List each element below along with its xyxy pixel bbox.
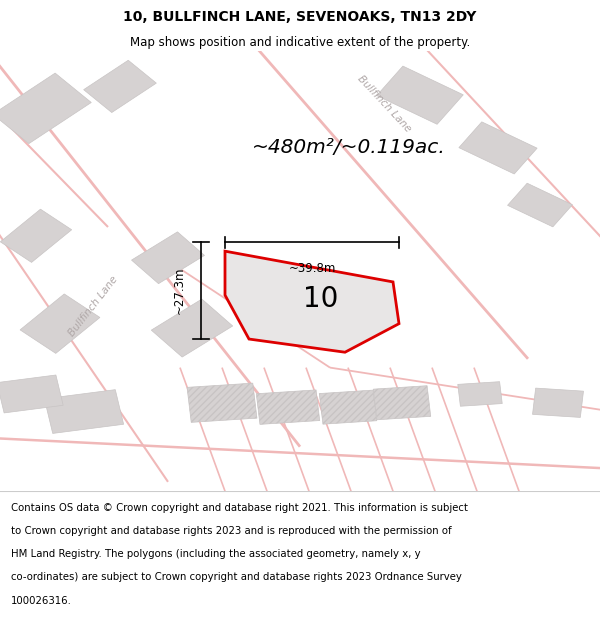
Polygon shape <box>459 122 537 174</box>
Polygon shape <box>187 383 257 423</box>
Text: ~480m²/~0.119ac.: ~480m²/~0.119ac. <box>252 138 446 158</box>
Polygon shape <box>319 390 377 424</box>
Polygon shape <box>508 183 572 227</box>
Polygon shape <box>151 299 233 357</box>
Polygon shape <box>20 294 100 353</box>
Polygon shape <box>1 209 71 262</box>
Polygon shape <box>458 382 502 406</box>
Polygon shape <box>131 232 205 284</box>
Polygon shape <box>533 388 583 418</box>
Polygon shape <box>83 60 157 112</box>
Polygon shape <box>225 251 399 352</box>
Text: to Crown copyright and database rights 2023 and is reproduced with the permissio: to Crown copyright and database rights 2… <box>11 526 451 536</box>
Text: 10, BULLFINCH LANE, SEVENOAKS, TN13 2DY: 10, BULLFINCH LANE, SEVENOAKS, TN13 2DY <box>124 10 476 24</box>
Polygon shape <box>256 390 320 424</box>
Text: HM Land Registry. The polygons (including the associated geometry, namely x, y: HM Land Registry. The polygons (includin… <box>11 549 421 559</box>
Text: 100026316.: 100026316. <box>11 596 71 606</box>
Polygon shape <box>373 386 431 420</box>
Text: ~39.8m: ~39.8m <box>289 262 335 275</box>
Text: Bullfinch Lane: Bullfinch Lane <box>67 274 119 338</box>
Polygon shape <box>44 389 124 433</box>
Polygon shape <box>0 73 91 144</box>
Text: Bullfinch Lane: Bullfinch Lane <box>355 74 413 134</box>
Polygon shape <box>377 66 463 124</box>
Text: ~27.3m: ~27.3m <box>173 267 186 314</box>
Text: Map shows position and indicative extent of the property.: Map shows position and indicative extent… <box>130 36 470 49</box>
Text: co-ordinates) are subject to Crown copyright and database rights 2023 Ordnance S: co-ordinates) are subject to Crown copyr… <box>11 572 461 582</box>
Polygon shape <box>0 375 63 413</box>
Text: 10: 10 <box>304 286 338 314</box>
Text: Contains OS data © Crown copyright and database right 2021. This information is : Contains OS data © Crown copyright and d… <box>11 503 468 512</box>
